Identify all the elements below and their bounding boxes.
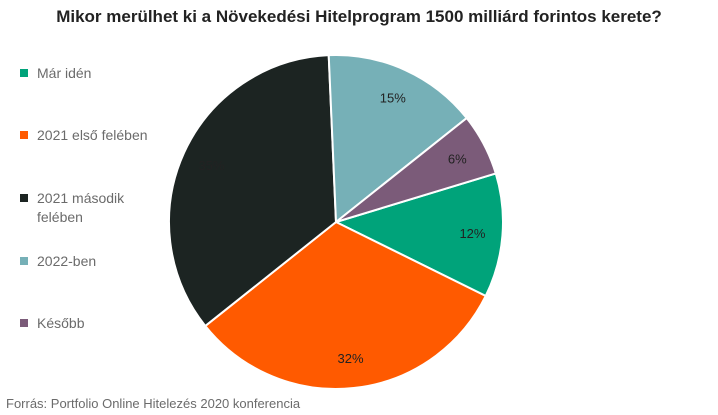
slice-value-label: 6% <box>448 151 467 166</box>
legend-label: 2021 első felében <box>37 127 148 143</box>
slice-kesobb <box>335 116 498 223</box>
legend-swatch <box>20 131 28 139</box>
slice-value-label: 35% <box>198 158 224 173</box>
slice-2021-elso <box>203 220 488 390</box>
slice-2021-masodik <box>168 54 338 328</box>
legend-swatch <box>20 194 28 202</box>
slice-mar-iden <box>333 172 504 298</box>
legend-label: 2021 második felében <box>37 190 125 225</box>
legend-item-2021-masodik: 2021 második felében <box>20 189 160 227</box>
legend-label: 2022-ben <box>37 253 97 269</box>
legend-label: Már idén <box>37 65 92 81</box>
legend-label: Később <box>37 315 85 331</box>
slice-value-label: 15% <box>380 90 406 105</box>
slice-value-label: 12% <box>459 226 485 241</box>
slice-value-label: 32% <box>338 351 364 366</box>
legend-item-kesobb: Később <box>20 314 180 333</box>
slice-2022 <box>327 54 469 225</box>
legend-swatch <box>20 319 28 327</box>
legend-item-mar-iden: Már idén <box>20 64 180 83</box>
chart-title: Mikor merülhet ki a Növekedési Hitelprog… <box>56 7 662 26</box>
legend-item-2021-elso: 2021 első felében <box>20 126 180 145</box>
legend-item-2022: 2022-ben <box>20 252 180 271</box>
legend-swatch <box>20 69 28 77</box>
legend-swatch <box>20 257 28 265</box>
source-note: Forrás: Portfolio Online Hitelezés 2020 … <box>6 396 301 411</box>
